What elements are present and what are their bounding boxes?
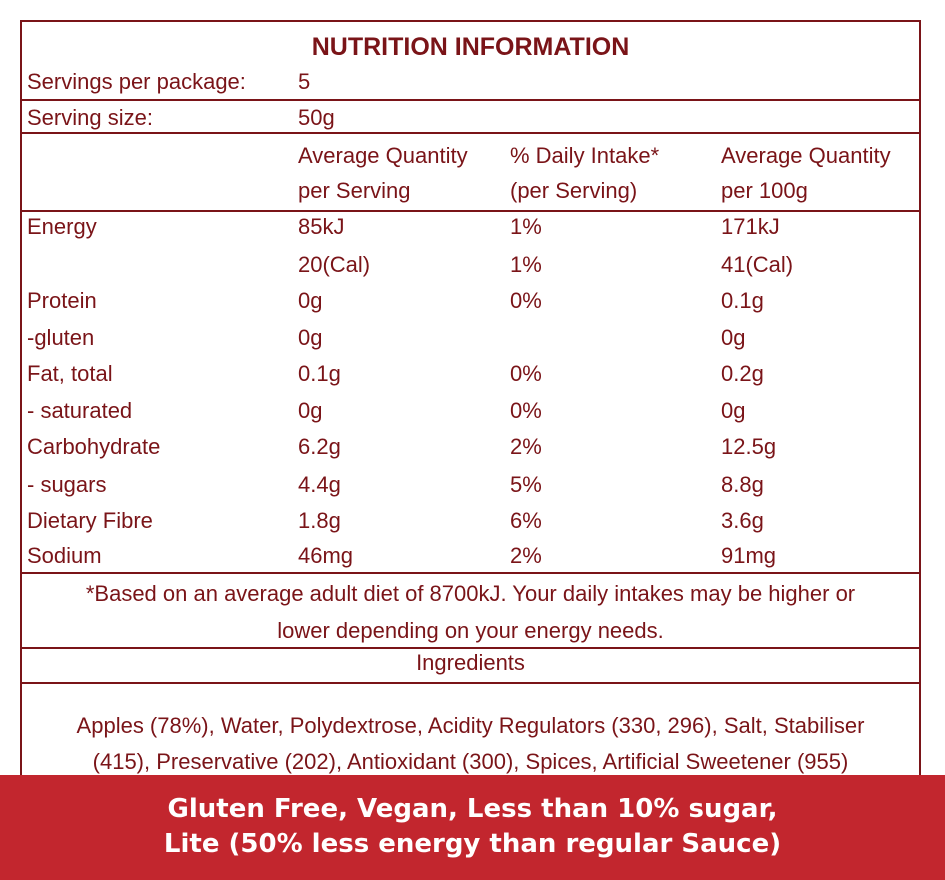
header-daily-line-2: (per Serving) [510,178,638,203]
ingredients-heading: Ingredients [416,650,525,675]
per-serving-value: 85kJ [298,214,345,239]
per-100g-value: 0.2g [721,361,764,386]
nutrient-name: Carbohydrate [27,434,161,459]
panel-title: NUTRITION INFORMATION [311,33,630,61]
footnote-line-2: lower depending on your energy needs. [277,618,664,643]
ingredients-line-1: Apples (78%), Water, Polydextrose, Acidi… [76,713,865,738]
per-serving-value: 4.4g [298,472,341,497]
daily-intake-value: 0% [510,288,542,313]
per-serving-value: 6.2g [298,434,341,459]
nutrient-name: Dietary Fibre [27,508,153,533]
serving-size-label: Serving size: [27,105,153,130]
header-per-serving-line-2: per Serving [298,178,411,203]
per-serving-value: 46mg [298,543,354,568]
divider [22,99,919,101]
header-daily-line-1: % Daily Intake* [510,143,660,168]
per-serving-value: 0g [298,288,323,313]
daily-intake-value: 0% [510,398,542,423]
daily-intake-value: 0% [510,361,542,386]
per-100g-value: 8.8g [721,472,764,497]
per-serving-value: 1.8g [298,508,341,533]
nutrient-name: Sodium [27,543,102,568]
nutrient-name: -gluten [27,325,95,350]
divider [22,682,919,684]
header-per-serving-line-1: Average Quantity [298,143,468,168]
per-100g-value: 0g [721,398,746,423]
per-100g-value: 3.6g [721,508,764,533]
per-100g-value: 171kJ [721,214,780,239]
per-100g-value: 0.1g [721,288,764,313]
per-100g-value: 0g [721,325,746,350]
banner-line-2: Lite (50% less energy than regular Sauce… [163,829,782,859]
divider [22,132,919,134]
daily-intake-value: 2% [510,434,542,459]
per-serving-value: 0g [298,325,323,350]
nutrient-name: Protein [27,288,97,313]
daily-intake-value: 6% [510,508,542,533]
serving-size-value: 50g [298,105,335,130]
header-per-100-line-1: Average Quantity [721,143,891,168]
divider [22,647,919,649]
header-per-100-line-2: per 100g [721,178,808,203]
servings-value: 5 [298,69,311,94]
per-100g-value: 12.5g [721,434,777,459]
daily-intake-value: 2% [510,543,542,568]
daily-intake-value: 1% [510,214,542,239]
per-100g-value: 91mg [721,543,777,568]
nutrition-panel: NUTRITION INFORMATION Servings per packa… [20,20,921,775]
divider [22,210,919,212]
daily-intake-value: 1% [510,252,542,277]
banner-line-1: Gluten Free, Vegan, Less than 10% sugar, [167,794,778,824]
servings-label: Servings per package: [27,69,246,94]
per-serving-value: 0.1g [298,361,341,386]
daily-intake-value: 5% [510,472,542,497]
nutrient-name: Energy [27,214,97,239]
per-100g-value: 41(Cal) [721,252,794,277]
nutrient-name: Fat, total [27,361,113,386]
nutrient-name: - sugars [27,472,107,497]
per-serving-value: 20(Cal) [298,252,371,277]
footnote-line-1: *Based on an average adult diet of 8700k… [85,581,856,606]
per-serving-value: 0g [298,398,323,423]
divider [22,572,919,574]
nutrient-name: - saturated [27,398,133,423]
claims-banner: Gluten Free, Vegan, Less than 10% sugar,… [0,775,945,880]
ingredients-line-2: (415), Preservative (202), Antioxidant (… [92,749,849,774]
